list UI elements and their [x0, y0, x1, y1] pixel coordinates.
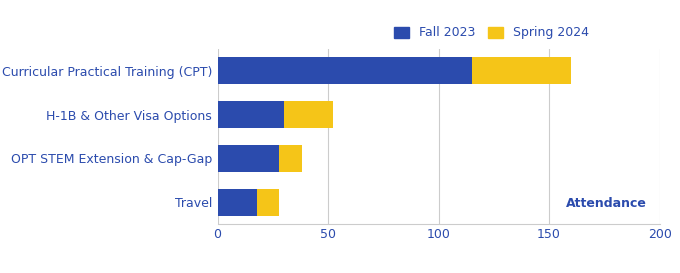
Bar — [284, 101, 333, 128]
Bar — [218, 145, 279, 172]
Legend: Fall 2023, Spring 2024: Fall 2023, Spring 2024 — [394, 26, 589, 39]
Bar — [279, 145, 302, 172]
Bar — [218, 189, 257, 216]
Bar — [257, 189, 279, 216]
Text: Attendance: Attendance — [566, 197, 647, 210]
Bar — [218, 57, 472, 84]
Bar — [218, 101, 284, 128]
Bar — [472, 57, 571, 84]
